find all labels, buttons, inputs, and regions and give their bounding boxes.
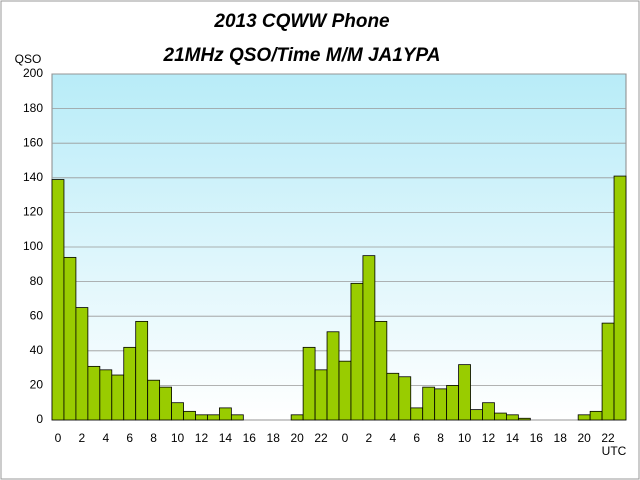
bar	[147, 379, 161, 421]
bar	[326, 331, 340, 421]
bar	[195, 414, 208, 421]
bar	[589, 410, 603, 421]
bar	[338, 360, 352, 421]
bar	[51, 179, 65, 421]
bar	[410, 407, 424, 421]
x-tick-label: 20	[577, 431, 591, 445]
y-tick-label: 60	[30, 308, 44, 322]
x-tick-label: 12	[195, 431, 209, 445]
x-tick-label: 20	[290, 431, 304, 445]
chart-title: 2013 CQWW Phone	[213, 11, 390, 32]
bar	[446, 384, 459, 421]
bar	[302, 346, 316, 421]
bar	[482, 402, 495, 421]
x-tick-label: 2	[79, 431, 86, 445]
bar	[601, 322, 615, 421]
bar	[506, 414, 519, 421]
bar	[219, 407, 232, 421]
x-tick-label: 12	[482, 431, 496, 445]
y-tick-label: 120	[23, 205, 43, 219]
y-tick-label: 0	[36, 412, 43, 426]
bar	[87, 365, 101, 421]
y-tick-label: 20	[30, 378, 44, 392]
y-tick-label: 100	[23, 239, 43, 253]
bar	[135, 320, 149, 421]
x-tick-label: 4	[102, 431, 109, 445]
x-tick-label: 0	[55, 431, 62, 445]
x-tick-label: 6	[126, 431, 133, 445]
x-tick-label: 6	[413, 431, 420, 445]
bar	[183, 410, 196, 421]
y-tick-label: 140	[23, 170, 43, 184]
x-tick-label: 18	[554, 431, 568, 445]
bar	[290, 414, 304, 421]
x-tick-label: 16	[243, 431, 257, 445]
y-axis-label: QSO	[15, 52, 42, 66]
bar	[470, 409, 483, 421]
bar	[517, 417, 531, 421]
y-tick-label: 80	[30, 274, 44, 288]
bar	[171, 402, 184, 421]
x-tick-label: 10	[458, 431, 472, 445]
x-tick-label: 4	[389, 431, 396, 445]
bar	[75, 307, 89, 421]
x-tick-label: 22	[314, 431, 328, 445]
bar	[99, 369, 113, 421]
x-tick-label: 10	[171, 431, 185, 445]
x-tick-label: 8	[150, 431, 157, 445]
bar	[63, 256, 77, 421]
chart-subtitle: 21MHz QSO/Time M/M JA1YPA	[163, 45, 441, 66]
bar	[123, 346, 137, 421]
y-tick-label: 180	[23, 101, 43, 115]
bar	[207, 414, 220, 421]
bar	[350, 282, 364, 421]
x-tick-label: 2	[366, 431, 373, 445]
bar	[398, 376, 412, 421]
bar	[613, 175, 627, 421]
x-tick-label: 14	[219, 431, 233, 445]
bar	[434, 388, 448, 421]
x-axis-label: UTC	[602, 444, 627, 458]
y-tick-label: 40	[30, 343, 44, 357]
bar	[374, 320, 388, 421]
bar	[111, 374, 125, 421]
bar	[458, 364, 471, 421]
bar	[422, 386, 436, 421]
bar	[230, 414, 244, 421]
x-tick-label: 8	[437, 431, 444, 445]
bar	[386, 372, 400, 421]
x-tick-label: 22	[601, 431, 615, 445]
y-tick-label: 200	[23, 66, 43, 80]
bar	[494, 412, 507, 421]
x-tick-label: 16	[530, 431, 544, 445]
x-tick-label: 18	[267, 431, 281, 445]
x-tick-label: 0	[342, 431, 349, 445]
bar	[577, 414, 591, 421]
bar	[314, 369, 328, 421]
bar	[159, 386, 172, 421]
x-tick-label: 14	[506, 431, 520, 445]
y-tick-label: 160	[23, 135, 43, 149]
bar	[362, 255, 376, 421]
